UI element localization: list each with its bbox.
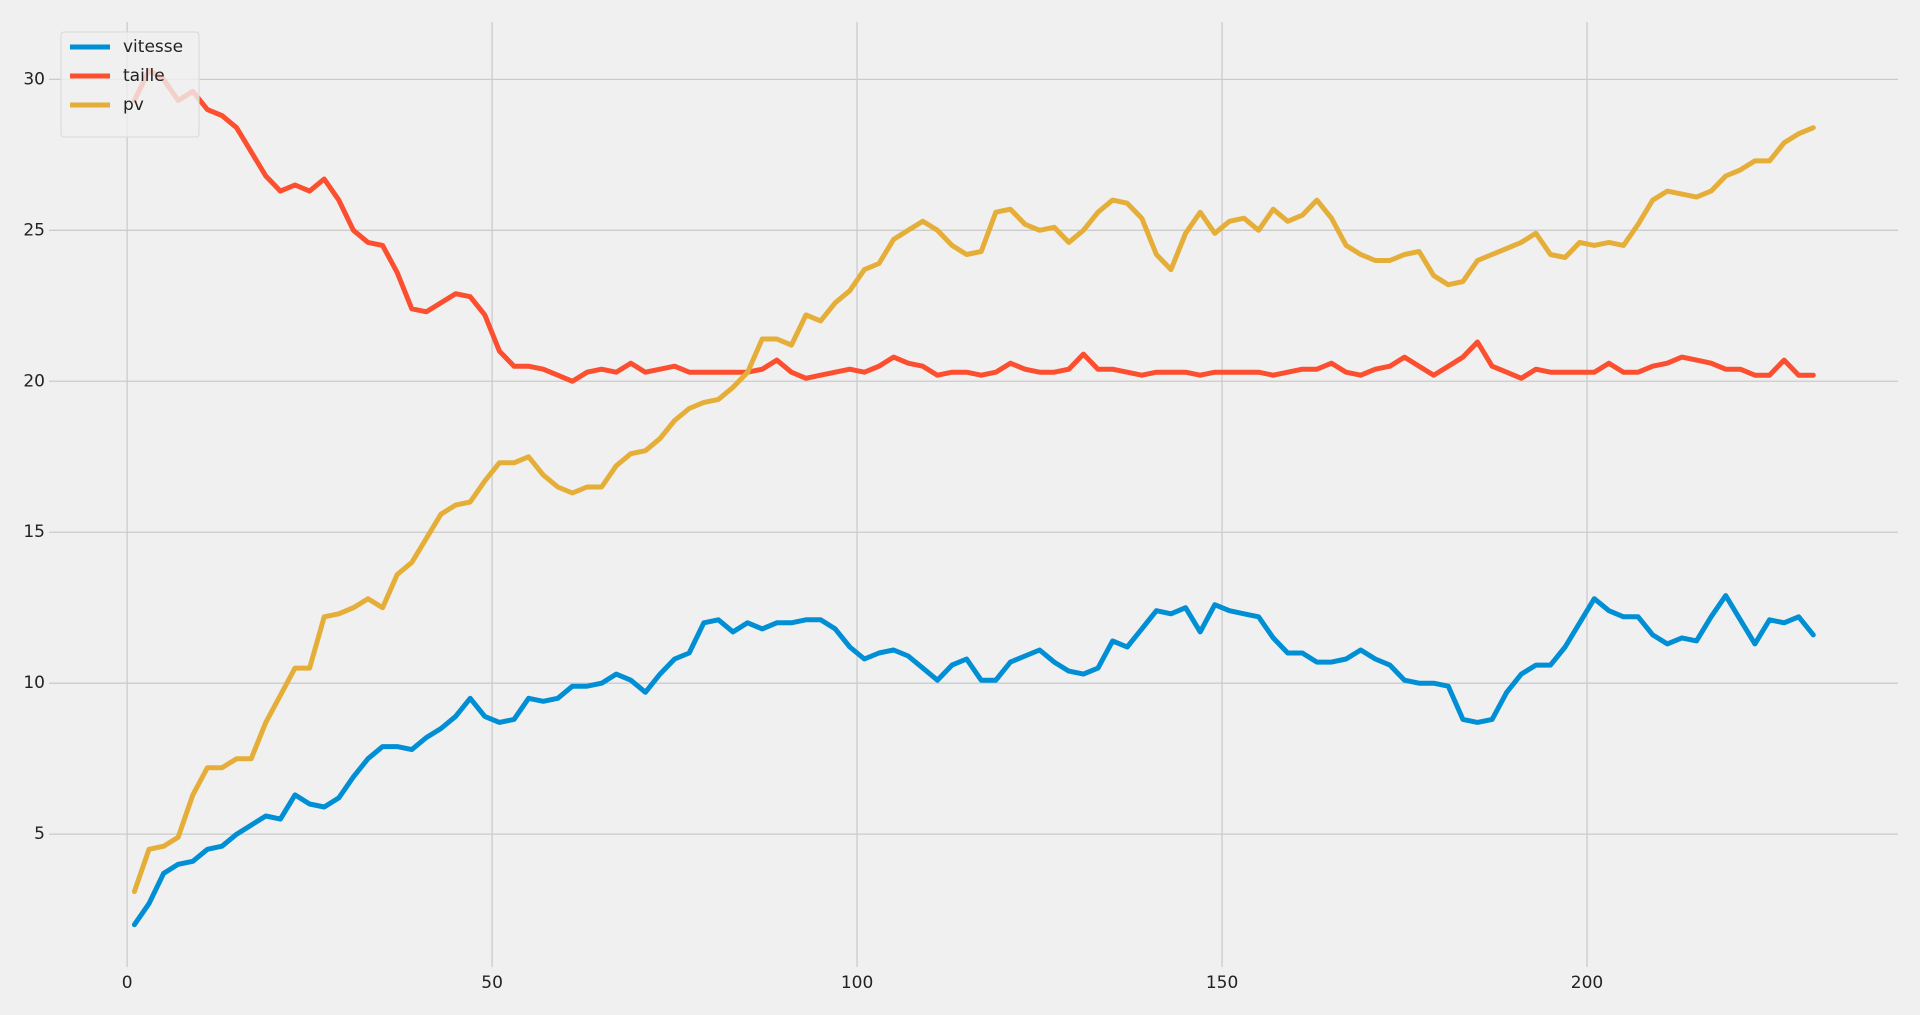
line-series [131,67,1816,384]
x-tick-label: 50 [481,973,503,993]
legend-box [60,31,200,138]
y-tick-label: 5 [34,824,45,844]
y-tick-label: 20 [23,371,45,391]
x-tick-label: 200 [1571,973,1603,993]
legend: vitesse taille pv [60,31,200,138]
legend-label: vitesse [123,37,183,57]
y-tick-label: 25 [23,220,45,240]
x-tick-label: 150 [1206,973,1238,993]
y-tick-label: 15 [23,522,45,542]
y-tick-label: 30 [23,69,45,89]
legend-label: taille [123,66,165,86]
x-tick-label: 0 [122,973,133,993]
legend-label: pv [123,95,144,115]
line-series [131,125,1816,894]
x-tick-label: 100 [841,973,873,993]
line-series [131,593,1816,928]
y-tick-label: 10 [23,673,45,693]
